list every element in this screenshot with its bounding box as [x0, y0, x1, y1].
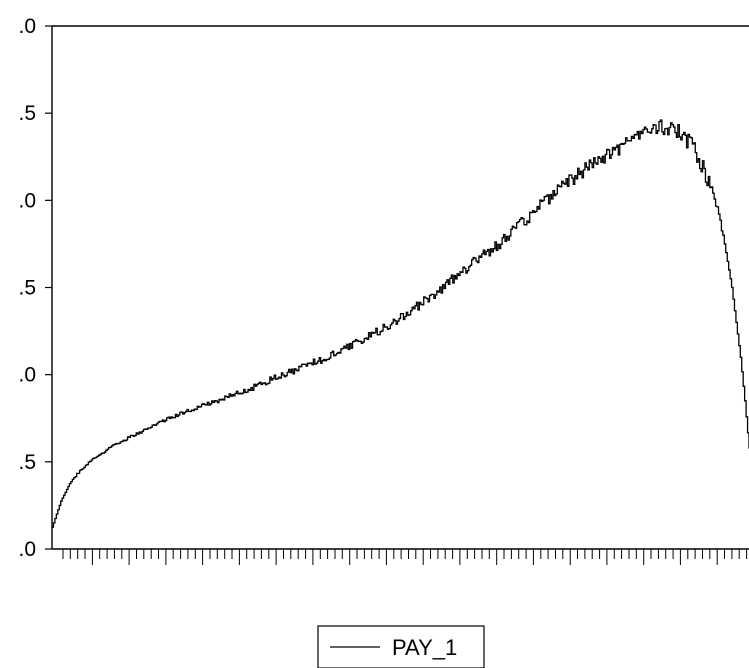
- y-tick-label-4: .0: [18, 364, 36, 387]
- y-tick-label-1: .5: [18, 102, 36, 125]
- legend-label-pay-1: PAY_1: [392, 635, 457, 660]
- y-tick-label-3: .5: [18, 277, 36, 300]
- y-tick-label-0: .0: [18, 15, 36, 38]
- y-axis-labels: .0 .5 .0 .5 .0 .5 .0: [18, 15, 36, 561]
- legend: PAY_1: [317, 625, 485, 668]
- y-tick-label-2: .0: [18, 189, 36, 212]
- y-tick-label-5: .5: [18, 451, 36, 474]
- x-axis-ticks: [62, 549, 748, 565]
- series-line-pay-1: [52, 119, 749, 528]
- y-tick-label-6: .0: [18, 538, 36, 561]
- y-axis-ticks: [45, 25, 52, 550]
